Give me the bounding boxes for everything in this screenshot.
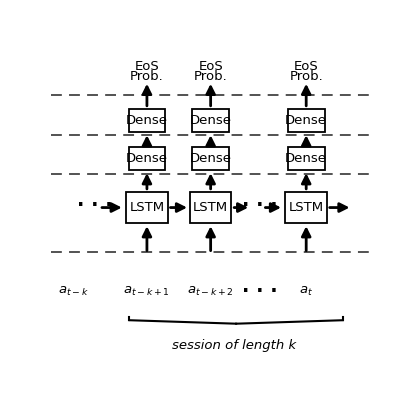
Text: Prob.: Prob. bbox=[130, 69, 164, 83]
Text: Dense: Dense bbox=[189, 152, 232, 165]
FancyBboxPatch shape bbox=[286, 192, 327, 223]
Text: Prob.: Prob. bbox=[194, 69, 228, 83]
Text: EoS: EoS bbox=[134, 60, 159, 73]
Text: Dense: Dense bbox=[285, 114, 327, 127]
Text: Dense: Dense bbox=[285, 152, 327, 165]
Text: $a_{t-k+2}$: $a_{t-k+2}$ bbox=[187, 285, 234, 298]
Text: Dense: Dense bbox=[126, 152, 168, 165]
Text: LSTM: LSTM bbox=[129, 201, 164, 214]
Text: $a_{t-k+1}$: $a_{t-k+1}$ bbox=[123, 285, 171, 298]
Text: $a_{t-k}$: $a_{t-k}$ bbox=[58, 285, 89, 298]
Text: · · ·: · · · bbox=[76, 196, 112, 215]
Text: Prob.: Prob. bbox=[289, 69, 323, 83]
Text: $a_t$: $a_t$ bbox=[299, 285, 313, 298]
Text: EoS: EoS bbox=[294, 60, 319, 73]
Text: EoS: EoS bbox=[198, 60, 223, 73]
FancyBboxPatch shape bbox=[129, 109, 165, 132]
Text: · · ·: · · · bbox=[242, 282, 278, 301]
Text: LSTM: LSTM bbox=[289, 201, 324, 214]
FancyBboxPatch shape bbox=[192, 147, 229, 171]
FancyBboxPatch shape bbox=[288, 147, 325, 171]
FancyBboxPatch shape bbox=[288, 109, 325, 132]
Text: Dense: Dense bbox=[189, 114, 232, 127]
Text: LSTM: LSTM bbox=[193, 201, 228, 214]
FancyBboxPatch shape bbox=[129, 147, 165, 171]
FancyBboxPatch shape bbox=[126, 192, 168, 223]
FancyBboxPatch shape bbox=[192, 109, 229, 132]
Text: · · ·: · · · bbox=[242, 196, 278, 215]
Text: session of length k: session of length k bbox=[173, 339, 297, 352]
Text: Dense: Dense bbox=[126, 114, 168, 127]
FancyBboxPatch shape bbox=[190, 192, 231, 223]
